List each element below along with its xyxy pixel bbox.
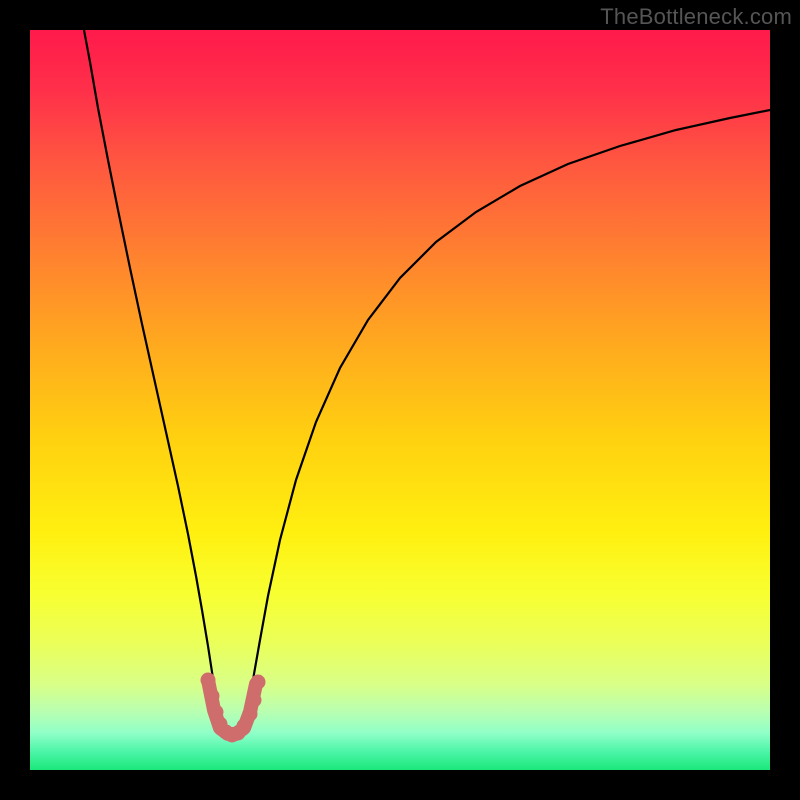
curve-right-branch — [250, 110, 770, 698]
watermark-text: TheBottleneck.com — [600, 4, 792, 30]
plot-area — [30, 30, 770, 770]
curve-left-branch — [84, 30, 216, 698]
curve-layer — [30, 30, 770, 770]
